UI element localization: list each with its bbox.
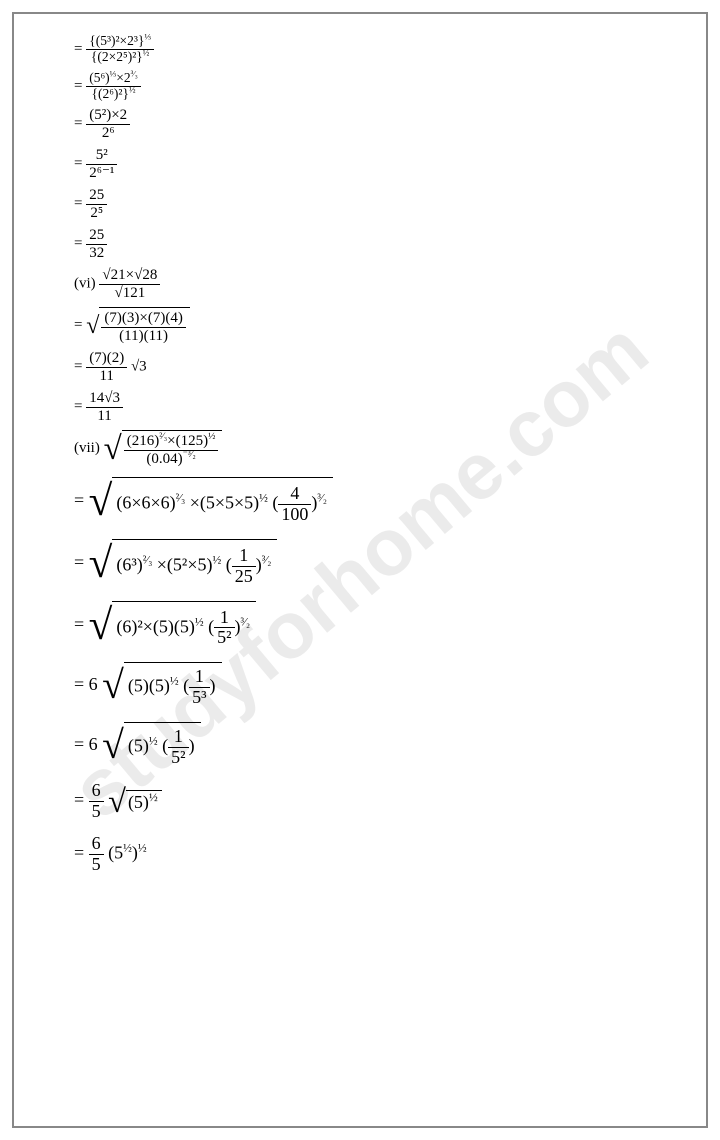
page-frame: studyforhome.com = {(5³)²×2³}⅓ {(2×2⁵)²}… bbox=[12, 12, 708, 1128]
equation-line: = (5⁶)⅓×2³⁄₃ {(2⁶)²}½ bbox=[74, 71, 686, 102]
equation-line: = {(5³)²×2³}⅓ {(2×2⁵)²}½ bbox=[74, 34, 686, 65]
equation-line: = 5²2⁶⁻¹ bbox=[74, 147, 686, 181]
problem-vii: (vii) √ (216)²⁄₃×(125)½ (0.04)⁻³⁄₂ bbox=[74, 430, 686, 467]
problem-vi: (vi) √21×√28√121 bbox=[74, 267, 686, 301]
equation-line: = √(7)(3)×(7)(4)(11)(11) bbox=[74, 307, 686, 344]
equation-line: = (5²)×22⁶ bbox=[74, 107, 686, 141]
equation-line: = 252⁵ bbox=[74, 187, 686, 221]
equation-line: = 65 (5½)½ bbox=[74, 834, 686, 875]
equation-line: = 6 √ (5)½ (15²) bbox=[74, 722, 686, 770]
equation-line: = √ (6×6×6)²⁄₃ ×(5×5×5)½ (4100)³⁄₂ bbox=[74, 477, 686, 527]
equation-line: = √ (6³)²⁄₃ ×(5²×5)½ (125)³⁄₂ bbox=[74, 539, 686, 589]
equation-line: = (7)(2)11 √3 bbox=[74, 350, 686, 384]
equation-line: = 2532 bbox=[74, 227, 686, 261]
equation-line: = 65 √ (5)½ bbox=[74, 781, 686, 822]
equation-line: = 14√311 bbox=[74, 390, 686, 424]
math-content: = {(5³)²×2³}⅓ {(2×2⁵)²}½ = (5⁶)⅓×2³⁄₃ {(… bbox=[74, 34, 686, 875]
equation-line: = 6 √ (5)(5)½ (15³) bbox=[74, 662, 686, 710]
equation-line: = √ (6)²×(5)(5)½ (15²)³⁄₂ bbox=[74, 601, 686, 651]
equals: = bbox=[74, 41, 82, 57]
